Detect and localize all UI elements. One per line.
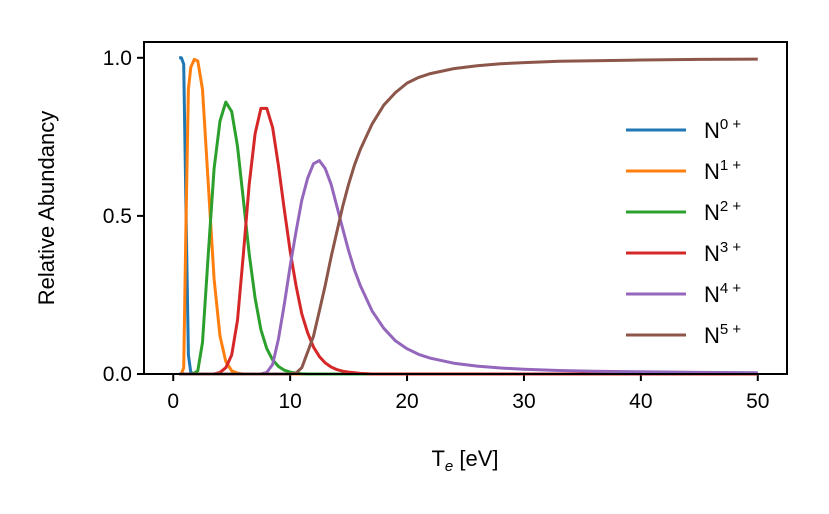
x-axis-title-main: T	[431, 446, 444, 471]
legend-label-base: N	[704, 159, 720, 184]
legend-label-charge: 2 +	[720, 198, 742, 215]
legend: N0 +N1 +N2 +N3 +N4 +N5 +	[626, 116, 741, 348]
y-axis-title: Relative Abundancy	[34, 111, 59, 305]
y-tick-label: 0.5	[103, 205, 132, 228]
x-axis-title-suffix: [eV]	[453, 446, 498, 471]
x-axis-title-sub: e	[445, 458, 453, 475]
legend-label-n0-plus: N0 +	[704, 116, 741, 143]
legend-label-base: N	[704, 323, 720, 348]
series-line-n0-plus	[179, 56, 758, 376]
legend-label-charge: 4 +	[720, 280, 742, 297]
x-tick-label: 30	[512, 390, 535, 413]
series-line-n1-plus	[179, 57, 758, 376]
x-tick-label: 20	[395, 390, 418, 413]
y-tick-label: 0.0	[103, 363, 132, 386]
legend-label-n3-plus: N3 +	[704, 239, 741, 266]
x-axis-title: Te [eV]	[431, 446, 498, 475]
x-tick-label: 40	[629, 390, 652, 413]
legend-label-base: N	[704, 200, 720, 225]
legend-label-base: N	[704, 118, 720, 143]
legend-label-charge: 1 +	[720, 157, 742, 174]
axis-ticks: 0 10 20 30 40 50 0.0 0.5 1.0	[103, 47, 770, 413]
y-tick-label: 1.0	[103, 47, 132, 70]
x-tick-label: 10	[278, 390, 301, 413]
legend-label-n1-plus: N1 +	[704, 157, 741, 184]
series-line-n5-plus	[179, 57, 758, 376]
legend-label-charge: 0 +	[720, 116, 742, 133]
legend-label-n4-plus: N4 +	[704, 280, 741, 307]
x-tick-label: 50	[746, 390, 769, 413]
legend-label-charge: 5 +	[720, 321, 742, 338]
legend-label-charge: 3 +	[720, 239, 742, 256]
plot-frame	[143, 41, 788, 375]
legend-label-base: N	[704, 241, 720, 266]
legend-label-base: N	[704, 282, 720, 307]
legend-label-n5-plus: N5 +	[704, 321, 741, 348]
series-lines	[179, 56, 758, 376]
legend-label-n2-plus: N2 +	[704, 198, 741, 225]
series-line-n2-plus	[179, 100, 758, 376]
x-tick-label: 0	[167, 390, 179, 413]
